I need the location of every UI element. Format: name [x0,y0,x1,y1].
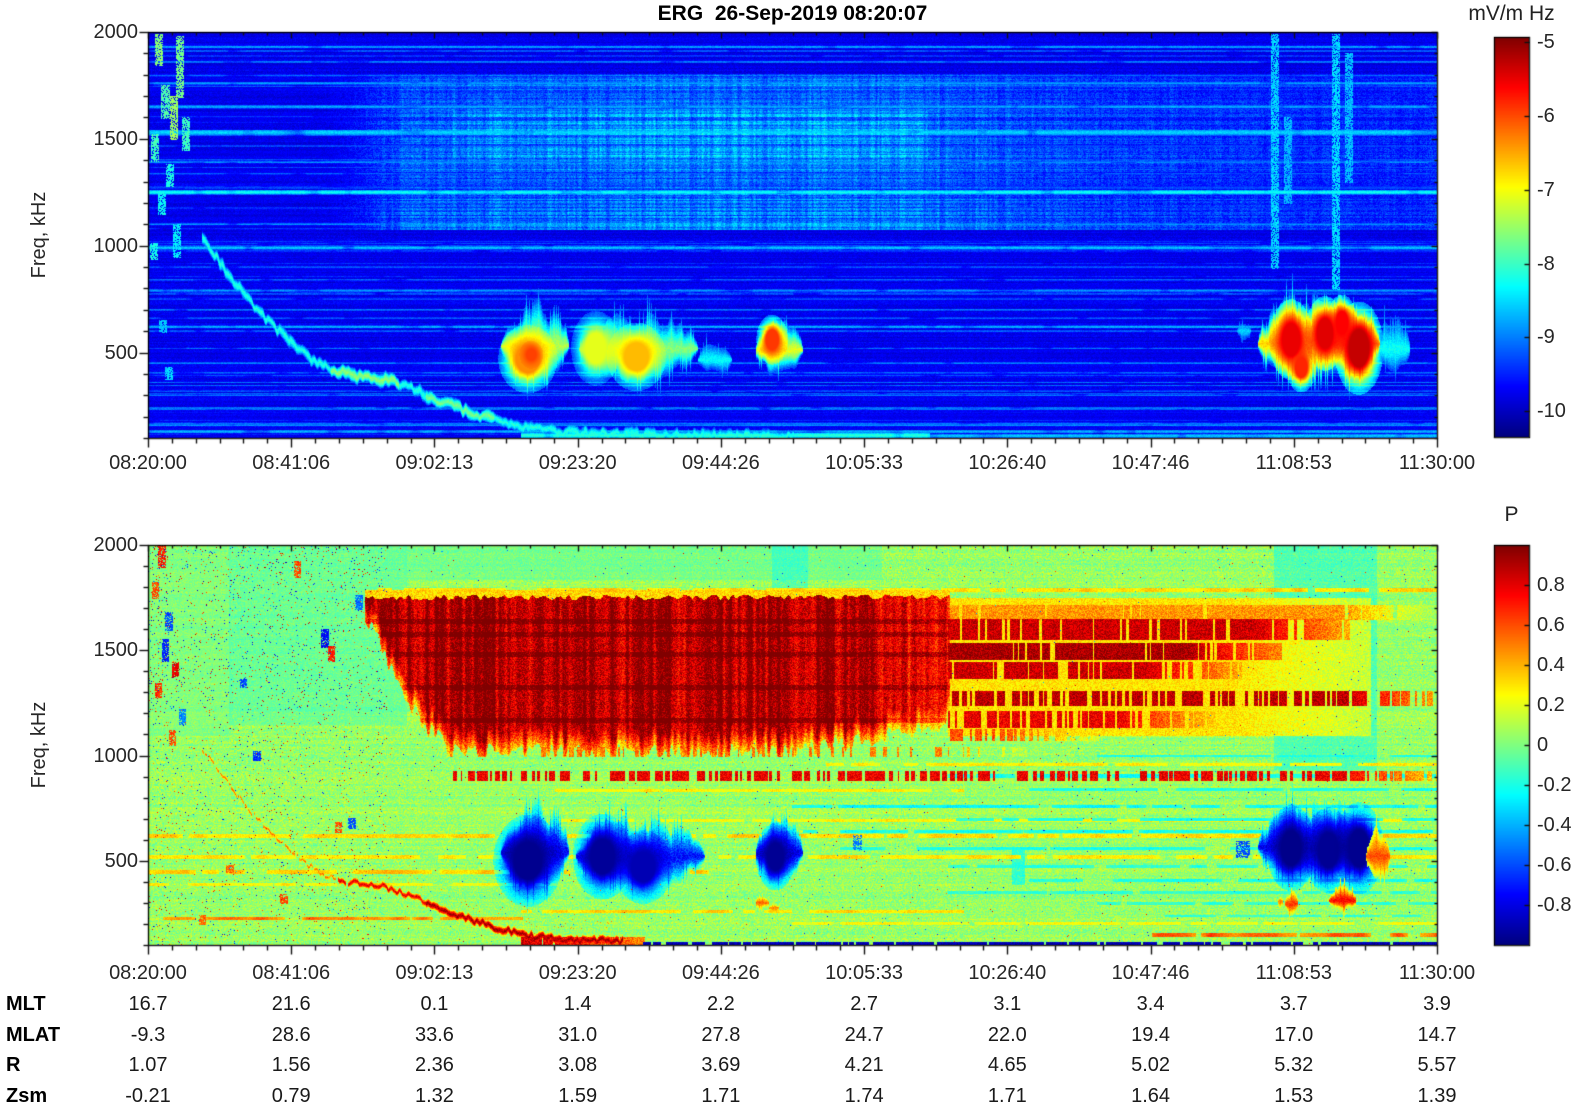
cbtick-bottom-6: -0.4 [1537,814,1572,836]
ytick-bottom-0: 2000 [93,534,139,556]
eph-Zsm-0: -0.21 [125,1085,171,1107]
xtick-bottom-0: 08:20:00 [109,962,187,984]
eph-R-4: 3.69 [701,1054,741,1076]
cbtick-bottom-8: -0.8 [1537,894,1572,916]
eph-R-5: 4.21 [844,1054,884,1076]
xtick-bottom-9: 11:30:00 [1398,962,1476,984]
cbtick-top-3: -8 [1537,252,1555,275]
eph-R-3: 3.08 [558,1054,598,1076]
eph-MLT-1: 21.6 [271,993,311,1015]
xtick-top-2: 09:02:13 [395,452,474,474]
ytick-top-3: 500 [104,341,138,364]
eph-row-label-MLAT: MLAT [6,1024,61,1046]
eph-R-9: 5.57 [1417,1054,1457,1076]
eph-R-1: 1.56 [271,1054,311,1076]
eph-R-2: 2.36 [414,1054,454,1076]
xtick-bottom-6: 10:26:40 [968,962,1047,984]
ytick-bottom-1: 1500 [93,639,139,662]
eph-Zsm-4: 1.71 [701,1085,741,1107]
eph-MLAT-9: 14.7 [1417,1024,1457,1046]
xtick-bottom-4: 09:44:26 [681,962,760,984]
ytick-top-2: 1000 [93,234,139,257]
yaxis-label-top: Freq, kHz [28,191,50,279]
ytick-top-1: 1500 [93,127,139,150]
eph-Zsm-8: 1.53 [1274,1085,1314,1107]
yaxis-label-bottom: Freq, kHz [28,701,50,789]
cbtick-bottom-2: 0.4 [1537,654,1565,676]
cbtick-bottom-7: -0.6 [1537,854,1572,876]
xtick-top-8: 11:08:53 [1255,452,1332,474]
eph-MLT-4: 2.2 [706,993,735,1015]
xtick-top-7: 10:47:46 [1111,452,1190,474]
eph-Zsm-6: 1.71 [987,1085,1027,1107]
xtick-bottom-7: 10:47:46 [1111,962,1190,984]
ytick-bottom-3: 500 [104,849,138,872]
eph-Zsm-2: 1.32 [414,1085,454,1107]
eph-Zsm-9: 1.39 [1417,1085,1457,1107]
xtick-top-9: 11:30:00 [1398,452,1476,474]
cbtick-top-1: -6 [1537,104,1555,127]
cbtick-bottom-3: 0.2 [1537,694,1565,716]
cbtick-top-0: -5 [1537,31,1555,54]
eph-MLAT-3: 31.0 [558,1024,598,1046]
eph-R-6: 4.65 [987,1054,1027,1076]
eph-MLT-8: 3.7 [1279,993,1308,1015]
xtick-top-4: 09:44:26 [681,452,760,474]
eph-row-label-R: R [6,1054,21,1076]
cbtick-top-5: -10 [1537,400,1566,423]
xtick-bottom-1: 08:41:06 [252,962,331,984]
ytick-bottom-2: 1000 [93,744,139,767]
eph-MLAT-7: 19.4 [1131,1024,1171,1046]
eph-MLAT-5: 24.7 [844,1024,884,1046]
ytick-top-0: 2000 [93,21,139,43]
eph-row-label-Zsm: Zsm [6,1085,48,1107]
eph-MLAT-0: -9.3 [130,1024,166,1046]
eph-MLT-3: 1.4 [563,993,592,1015]
eph-MLAT-1: 28.6 [271,1024,311,1046]
xtick-top-5: 10:05:33 [825,452,904,474]
eph-Zsm-7: 1.64 [1131,1085,1171,1107]
eph-Zsm-5: 1.74 [844,1085,884,1107]
cbtick-bottom-4: 0 [1537,734,1549,756]
eph-Zsm-3: 1.59 [558,1085,598,1107]
eph-MLT-9: 3.9 [1423,993,1451,1015]
xtick-top-0: 08:20:00 [109,452,187,474]
xtick-bottom-2: 09:02:13 [395,962,474,984]
eph-R-0: 1.07 [128,1054,168,1076]
xtick-bottom-3: 09:23:20 [538,962,617,984]
eph-R-7: 5.02 [1131,1054,1171,1076]
cbtick-bottom-5: -0.2 [1537,774,1572,796]
eph-MLAT-4: 27.8 [701,1024,741,1046]
eph-MLT-7: 3.4 [1136,993,1165,1015]
cbtick-bottom-1: 0.6 [1537,614,1565,636]
xtick-top-1: 08:41:06 [252,452,331,474]
eph-row-label-MLT: MLT [6,993,46,1015]
cbtick-bottom-0: 0.8 [1537,574,1565,596]
eph-MLT-5: 2.7 [850,993,879,1015]
eph-MLT-2: 0.1 [420,993,449,1015]
eph-MLAT-8: 17.0 [1274,1024,1314,1046]
eph-Zsm-1: 0.79 [271,1085,311,1107]
xtick-top-3: 09:23:20 [538,452,617,474]
cbtick-top-2: -7 [1537,178,1555,201]
eph-MLT-6: 3.1 [993,993,1022,1015]
cbtick-top-4: -9 [1537,326,1555,349]
eph-MLT-0: 16.7 [128,993,168,1015]
xtick-bottom-5: 10:05:33 [825,962,904,984]
eph-R-8: 5.32 [1274,1054,1314,1076]
xtick-bottom-8: 11:08:53 [1255,962,1332,984]
eph-MLAT-2: 33.6 [414,1024,454,1046]
xtick-top-6: 10:26:40 [968,452,1047,474]
eph-MLAT-6: 22.0 [987,1024,1027,1046]
